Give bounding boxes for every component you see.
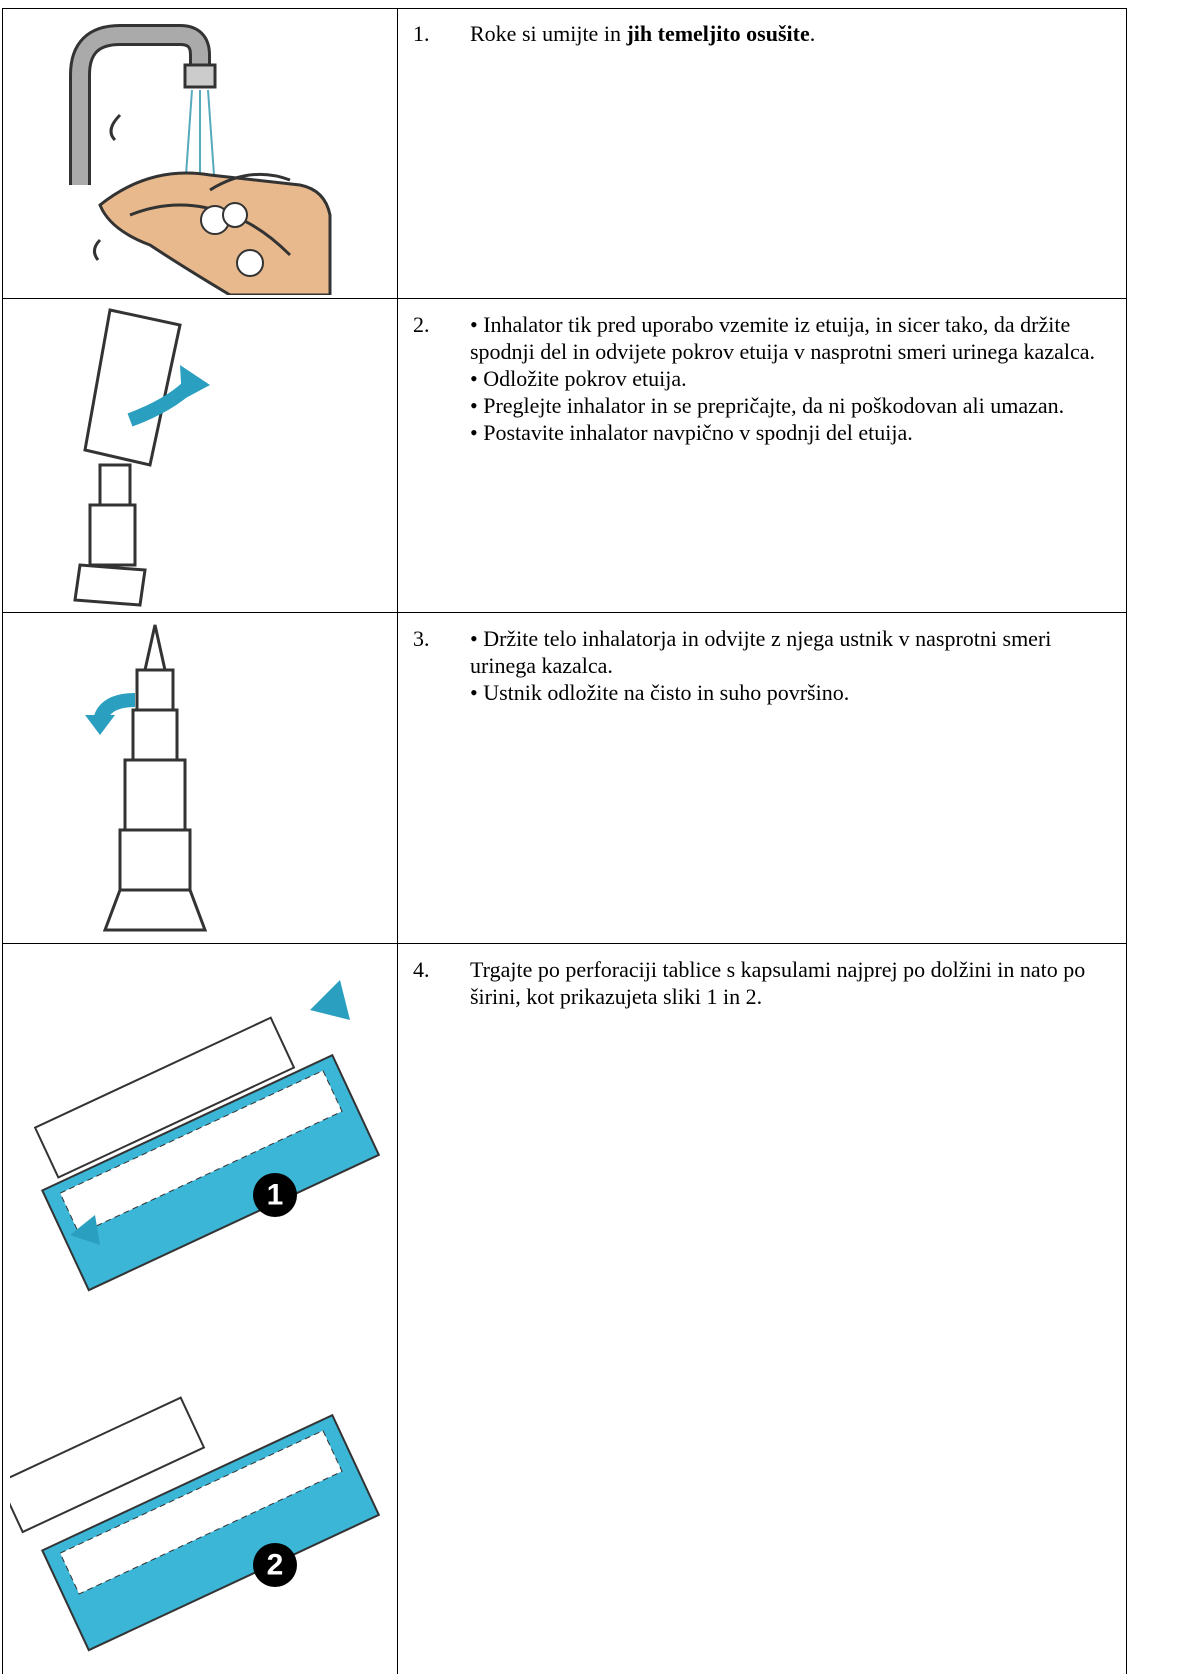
hand-washing-illustration	[69, 24, 332, 295]
step-text: Roke si umijte in jih temeljito osušite.	[470, 20, 1110, 47]
bullet: • Držite telo inhalatorja in odvijte z n…	[470, 626, 1052, 678]
table-border	[1126, 8, 1127, 1674]
step-text: • Inhalator tik pred uporabo vzemite iz …	[470, 311, 1110, 446]
table-border	[2, 8, 1127, 9]
step-text: • Držite telo inhalatorja in odvijte z n…	[470, 625, 1110, 706]
step-number: 1.	[413, 21, 430, 46]
inhaler-cap-illustration	[73, 308, 210, 607]
figure-label: 1	[267, 1179, 284, 1212]
step-text: Trgajte po perforaciji tablice s kapsula…	[470, 956, 1110, 1010]
step-number: 2.	[413, 312, 430, 337]
bullet: • Odložite pokrov etuija.	[470, 366, 687, 391]
paragraph: Trgajte po perforaciji tablice s kapsula…	[470, 957, 1086, 1009]
table-border	[2, 612, 1127, 613]
step-number: 3.	[413, 626, 430, 651]
figure-label: 2	[267, 1549, 284, 1582]
inhaler-mouthpiece-illustration	[85, 624, 208, 932]
table-border	[397, 8, 398, 1674]
bullet: • Ustnik odložite na čisto in suho površ…	[470, 680, 850, 705]
blister-illustration: 1 2	[10, 980, 381, 1652]
bold-text: jih temeljito osušite	[626, 21, 810, 46]
text: Roke si umijte in	[470, 21, 627, 46]
bullet: • Inhalator tik pred uporabo vzemite iz …	[470, 312, 1095, 364]
bullet: • Postavite inhalator navpično v spodnji…	[470, 420, 913, 445]
table-border	[2, 943, 1127, 944]
step-number: 4.	[413, 957, 430, 982]
table-border	[2, 8, 3, 1674]
table-border	[2, 298, 1127, 299]
bullet: • Preglejte inhalator in se prepričajte,…	[470, 393, 1065, 418]
text: .	[809, 21, 816, 46]
